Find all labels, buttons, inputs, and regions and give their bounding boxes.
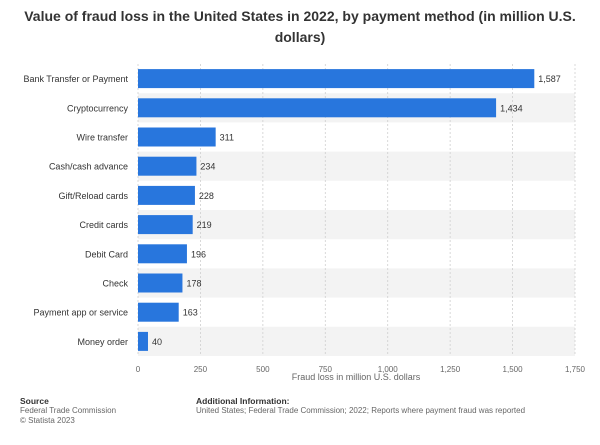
x-axis-ticks: 0 250 500 750 1,000 1,250 1,500 1,750 (136, 365, 586, 374)
row-bands (138, 93, 575, 356)
x-tick-label: 1,750 (565, 365, 586, 374)
category-label: Bank Transfer or Payment (23, 74, 128, 84)
category-labels: Bank Transfer or Payment Cryptocurrency Wi… (23, 74, 128, 347)
value-label: 40 (152, 337, 162, 347)
source-block: Source Federal Trade Commission © Statis… (20, 396, 116, 426)
row-band (138, 268, 575, 298)
bar (138, 98, 497, 118)
bar (138, 185, 195, 205)
x-tick-label: 1,250 (440, 365, 461, 374)
x-tick-label: 1,000 (378, 365, 399, 374)
source-heading: Source (20, 396, 49, 406)
copyright-line: © Statista 2023 (20, 416, 75, 425)
additional-info-heading: Additional Information: (196, 396, 290, 406)
value-label: 311 (220, 133, 234, 143)
value-label: 234 (200, 162, 215, 172)
bar (138, 127, 216, 147)
x-axis-label: Fraud loss in million U.S. dollars (292, 372, 421, 382)
value-label: 1,587 (538, 74, 561, 84)
bar (138, 331, 148, 351)
bar (138, 244, 187, 264)
category-label: Cryptocurrency (67, 103, 129, 113)
x-tick-label: 500 (256, 365, 270, 374)
row-band (138, 151, 575, 181)
value-label: 163 (183, 308, 198, 318)
value-label: 1,434 (500, 103, 523, 113)
category-label: Money order (77, 337, 128, 347)
value-labels: 1,587 1,434 311 234 228 219 196 178 163 40 (152, 74, 561, 347)
chart-title: Value of fraud loss in the United States… (24, 8, 576, 45)
additional-info-block: Additional Information: United States; F… (196, 396, 586, 416)
bar (138, 69, 535, 89)
value-label: 219 (197, 220, 212, 230)
category-label: Wire transfer (76, 133, 128, 143)
category-label: Cash/cash advance (49, 162, 128, 172)
bars (138, 69, 535, 351)
bar (138, 273, 183, 293)
row-band (138, 326, 575, 356)
additional-info-text: United States; Federal Trade Commission;… (196, 406, 526, 415)
category-label: Check (102, 279, 128, 289)
value-label: 196 (191, 249, 206, 259)
value-label: 178 (186, 279, 201, 289)
x-tick-label: 0 (136, 365, 141, 374)
bar (138, 156, 197, 176)
category-label: Debit Card (85, 249, 128, 259)
x-tick-label: 1,500 (503, 365, 524, 374)
bar (138, 215, 193, 235)
x-tick-label: 750 (319, 365, 333, 374)
row-band (138, 210, 575, 240)
value-label: 228 (199, 191, 214, 201)
bar (138, 302, 179, 322)
x-tick-label: 250 (194, 365, 208, 374)
category-label: Payment app or service (33, 308, 128, 318)
category-label: Credit cards (79, 220, 128, 230)
category-label: Gift/Reload cards (58, 191, 128, 201)
source-line: Federal Trade Commission (20, 406, 117, 415)
